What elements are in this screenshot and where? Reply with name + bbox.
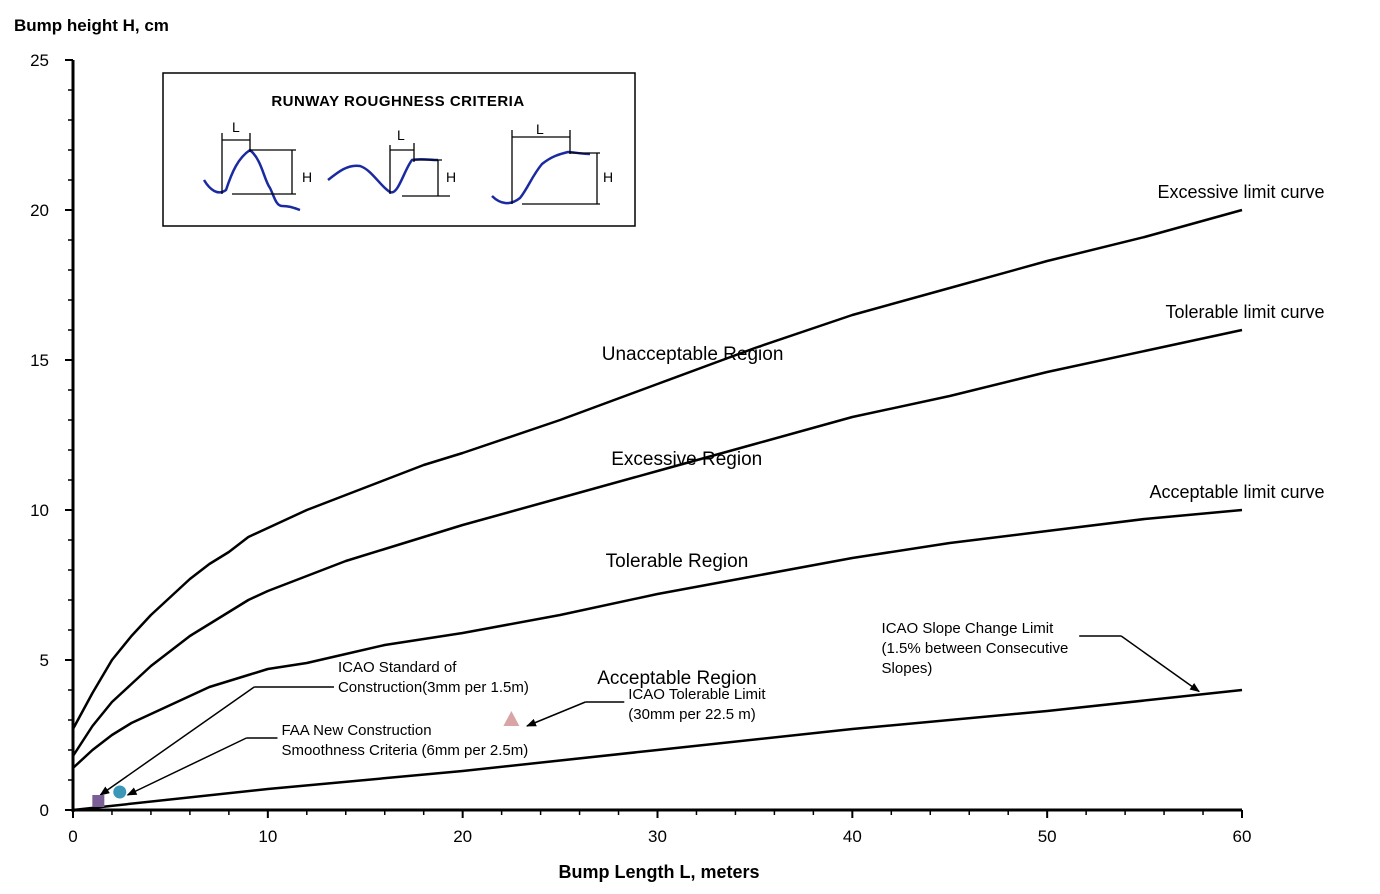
x-tick-label: 20 (453, 827, 472, 846)
series-line-4 (72, 688, 1243, 812)
annotation: ICAO Tolerable Limit (30mm per 22.5 m) (526, 686, 766, 727)
curve-label: Excessive limit curve (1157, 182, 1324, 202)
annotation-text: ICAO Standard of (338, 659, 457, 676)
h-label-3: H (603, 169, 613, 185)
limit-curves (71, 208, 1243, 812)
y-tick-label: 0 (40, 801, 49, 820)
curve-label: Acceptable limit curve (1149, 482, 1324, 502)
y-axis-label: Bump height H, cm (14, 16, 169, 35)
region-label: Excessive Region (611, 449, 762, 470)
tick-marks (65, 59, 1243, 818)
y-tick-label: 20 (30, 201, 49, 220)
annotation: FAA New Construction Smoothness Criteria … (126, 722, 528, 796)
x-tick-label: 30 (648, 827, 667, 846)
profile-curve-1 (202, 148, 301, 212)
marker-square (92, 795, 105, 807)
roughness-criteria-inset: RUNWAY ROUGHNESS CRITERIA L H L H (162, 72, 636, 227)
annotation: ICAO Standard of Construction(3mm per 1.5… (99, 659, 529, 796)
annotation-text: Smoothness Criteria (6mm per 2.5m) (281, 742, 528, 759)
annotation-text: Construction(3mm per 1.5m) (338, 679, 529, 696)
curve-label: Tolerable limit curve (1165, 302, 1324, 322)
annotation-text: Slopes) (882, 660, 933, 677)
annotation-arrow (126, 737, 247, 796)
x-tick-label: 0 (68, 827, 77, 846)
annotations: ICAO Standard of Construction(3mm per 1.5… (99, 620, 1200, 796)
marker-triangle (503, 711, 520, 726)
inset-title: RUNWAY ROUGHNESS CRITERIA (271, 93, 524, 110)
x-tick-label: 10 (258, 827, 277, 846)
profile-diagram-3: L H (491, 121, 613, 205)
annotation-arrow (1120, 635, 1200, 693)
series-line-3 (72, 508, 1243, 769)
region-labels: Unacceptable Region Excessive Region Toler… (597, 344, 783, 689)
y-tick-label: 5 (40, 651, 49, 670)
profile-diagram-1: L H (202, 119, 312, 212)
annotation-text: (1.5% between Consecutive (882, 640, 1069, 657)
annotation-arrow (99, 686, 255, 796)
tick-labels: 0 10 20 30 40 50 60 0 5 10 15 20 25 (30, 51, 1251, 846)
x-axis-label: Bump Length L, meters (558, 862, 759, 882)
y-tick-label: 10 (30, 501, 49, 520)
curve-labels: Excessive limit curve Tolerable limit cur… (1149, 182, 1324, 502)
l-label-3: L (536, 121, 544, 137)
l-label-1: L (232, 119, 240, 135)
h-label-2: H (446, 169, 456, 185)
annotation-arrow (526, 701, 586, 727)
x-tick-label: 50 (1038, 827, 1057, 846)
y-tick-label: 25 (30, 51, 49, 70)
markers (92, 711, 520, 807)
series-line-1 (71, 208, 1243, 730)
y-tick-label: 15 (30, 351, 49, 370)
series-line-2 (71, 328, 1243, 757)
region-label: Tolerable Region (606, 551, 749, 572)
annotation-text: FAA New Construction (281, 722, 431, 739)
profile-diagram-2: L H (327, 127, 456, 197)
annotation: ICAO Slope Change Limit (1.5% between Con… (882, 620, 1200, 693)
annotation-text: (30mm per 22.5 m) (628, 706, 756, 723)
region-label: Acceptable Region (597, 668, 757, 689)
region-label: Unacceptable Region (602, 344, 784, 365)
marker-circle (113, 785, 127, 799)
l-label-2: L (397, 127, 405, 143)
h-label-1: H (302, 169, 312, 185)
x-tick-label: 40 (843, 827, 862, 846)
annotation-text: ICAO Slope Change Limit (882, 620, 1055, 637)
annotation-text: ICAO Tolerable Limit (628, 686, 766, 703)
x-tick-label: 60 (1233, 827, 1252, 846)
